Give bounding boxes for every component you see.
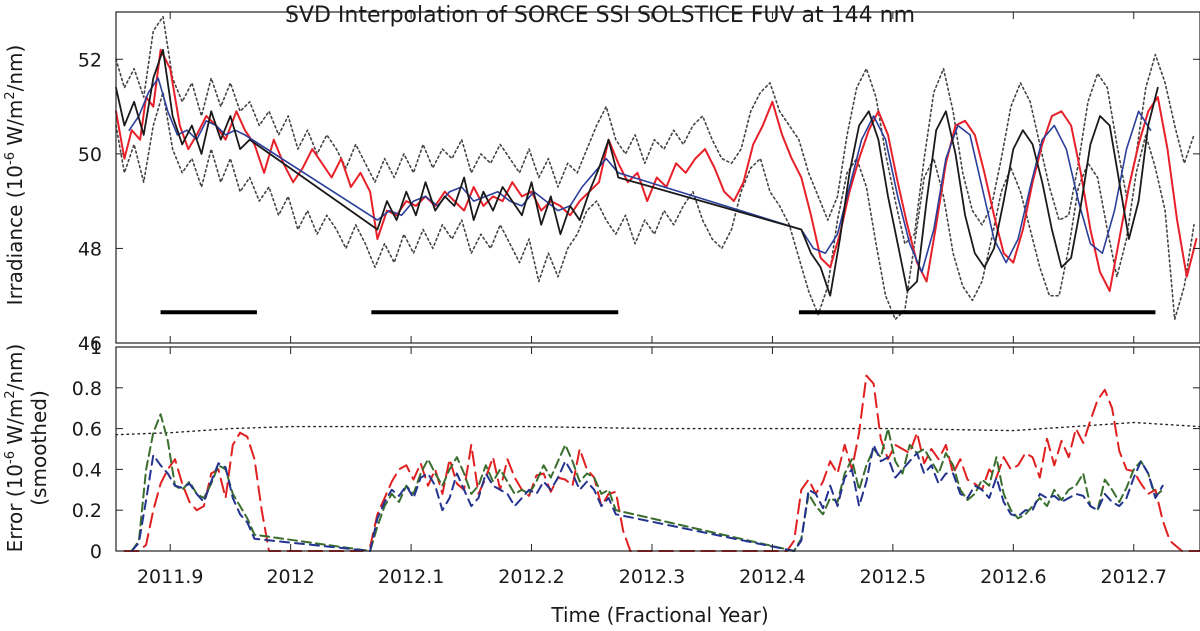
x-tick-label: 2012.3 [619, 566, 685, 588]
x-axis-label: Time (Fractional Year) [550, 603, 768, 627]
error-frame [115, 346, 1200, 552]
error-series-blue_dashed [130, 443, 1164, 552]
x-tick-label: 2012.6 [980, 566, 1046, 588]
error-panel: 00.20.40.60.81 2011.9 2012 2012.1 2012.2 201… [3, 337, 1200, 627]
irradiance-x-tickmarks [169, 12, 1135, 343]
chart-title: SVD Interpolation of SORCE SSI SOLSTICE … [285, 3, 915, 28]
x-tick-label: 2011.9 [137, 566, 203, 588]
irradiance-y-ticks: 46 48 50 52 [78, 49, 1200, 355]
irradiance-y-tick-label: 52 [78, 49, 102, 71]
error-y-tick-label: 0 [90, 541, 102, 563]
error-y-tick-label: 1 [90, 337, 102, 359]
error-x-ticks: 2011.9 2012 2012.1 2012.2 2012.3 2012.4 2012.5… [137, 347, 1167, 588]
error-series-group [115, 374, 1200, 552]
error-y-tick-label: 0.6 [72, 419, 102, 441]
error-series-black_dotted [115, 421, 1200, 436]
x-tick-label: 2012 [266, 566, 314, 588]
irradiance-panel: 46 48 50 52 Irradiance (10-6 W/m2/nm) [3, 11, 1200, 355]
error-y-tick-label: 0.2 [72, 500, 102, 522]
x-tick-label: 2012.4 [739, 566, 805, 588]
x-tick-label: 2012.5 [860, 566, 926, 588]
error-y-ticks: 0 0.2 0.4 0.6 0.8 1 [72, 337, 1200, 563]
x-tick-label: 2012.7 [1101, 566, 1167, 588]
irradiance-series-black [115, 48, 1159, 297]
error-y-axis-label-line2: (smoothed) [27, 390, 51, 506]
error-y-axis-label: Error (10-6 W/m2/nm) [3, 344, 27, 553]
irradiance-y-tick-label: 50 [78, 144, 102, 166]
x-tick-label: 2012.2 [498, 566, 564, 588]
irradiance-series-group [115, 15, 1198, 321]
irradiance-y-axis-label: Irradiance (10-6 W/m2/nm) [3, 45, 27, 306]
irradiance-frame [115, 11, 1200, 344]
x-tick-label: 2012.1 [378, 566, 444, 588]
error-y-tick-label: 0.4 [72, 459, 102, 481]
irradiance-y-tick-label: 46 [78, 333, 102, 355]
irradiance-series-dotted_upper [115, 15, 1195, 245]
error-series-green_dashed [130, 413, 1164, 552]
error-y-tick-label: 0.8 [72, 378, 102, 400]
irradiance-series-dotted_lower [115, 91, 1195, 321]
irradiance-y-tick-label: 48 [78, 238, 102, 260]
